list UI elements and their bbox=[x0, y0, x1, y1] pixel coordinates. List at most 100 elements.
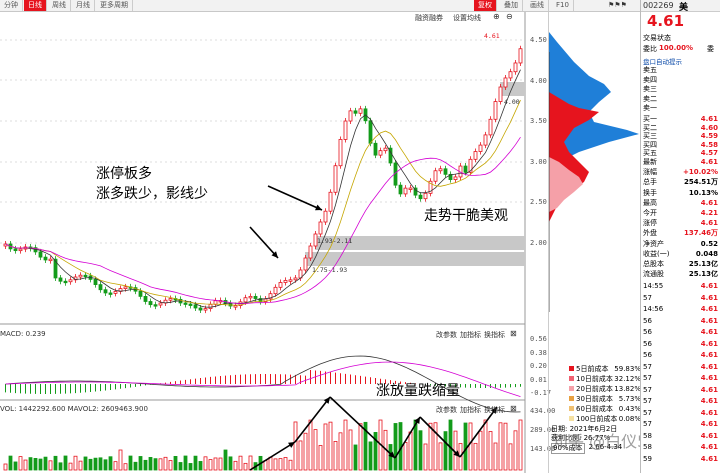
volume-bar bbox=[443, 431, 448, 471]
candle-body bbox=[453, 176, 458, 181]
plus-icon[interactable]: ⊕ bbox=[493, 12, 500, 21]
row-label: 买五 bbox=[643, 149, 657, 158]
candle-body bbox=[193, 304, 198, 309]
tick-row: 57 4.61 bbox=[641, 397, 720, 407]
candle-body bbox=[183, 302, 188, 305]
legend-value: 32.12% bbox=[614, 375, 641, 383]
tick-row: 59 4.61 bbox=[641, 455, 720, 465]
volume-bar bbox=[463, 422, 468, 471]
chip-cost-range: 2.66-4.34 bbox=[588, 443, 623, 451]
candle-body bbox=[388, 147, 393, 164]
legend-value: 59.83% bbox=[614, 365, 641, 373]
period-tab-1[interactable]: 日线 bbox=[24, 0, 47, 11]
volume-bar bbox=[218, 457, 223, 471]
macd-axis-tick: 0.01 bbox=[530, 375, 547, 384]
buys-row: 买二 4.60 bbox=[641, 124, 720, 134]
candle-body bbox=[233, 305, 238, 308]
buys-row: 买三 4.59 bbox=[641, 132, 720, 142]
ratio-label: 委比 bbox=[643, 45, 657, 53]
period-tab-0[interactable]: 分钟 bbox=[0, 0, 23, 11]
period-tab-4[interactable]: 更多周期 bbox=[96, 0, 133, 11]
tick-row: 56 4.61 bbox=[641, 340, 720, 350]
tool-tab-3[interactable]: F10 bbox=[552, 0, 574, 11]
volume-bar bbox=[3, 463, 8, 471]
period-tab-2[interactable]: 周线 bbox=[48, 0, 71, 11]
tick-time: 56 bbox=[643, 316, 652, 325]
macd-params-button[interactable]: 改参数 bbox=[436, 331, 457, 339]
annotation-rise-more: 涨多跌少，影线少 bbox=[96, 186, 208, 202]
stats-row: 最新 4.61 bbox=[641, 158, 720, 168]
row-value: 4.61 bbox=[700, 158, 718, 166]
volume-bar bbox=[333, 441, 338, 471]
row-value: 4.58 bbox=[700, 140, 718, 149]
stats-row: 收益(一) 0.048 bbox=[641, 250, 720, 260]
chip-profit: 获利比例: 26.77% bbox=[551, 434, 611, 442]
volume-bar bbox=[203, 456, 208, 471]
row-value: 4.61 bbox=[700, 219, 718, 228]
tick-time: 14:56 bbox=[643, 305, 664, 313]
kline-chart[interactable] bbox=[0, 12, 548, 473]
vol-close-icon[interactable]: ⊠ bbox=[510, 404, 517, 413]
tick-price: 4.61 bbox=[700, 282, 718, 290]
macd-switch-indicator-button[interactable]: 换指标 bbox=[484, 331, 505, 339]
vol-params-button[interactable]: 改参数 bbox=[436, 406, 457, 414]
row-value: 10.13% bbox=[688, 188, 718, 197]
candle-body bbox=[103, 289, 108, 294]
row-label: 买四 bbox=[643, 140, 657, 149]
macd-close-icon[interactable]: ⊠ bbox=[510, 329, 517, 338]
row-label: 总手 bbox=[643, 178, 657, 187]
legend-label: 10日前成本 bbox=[576, 375, 613, 383]
legend-value: 5.73% bbox=[618, 395, 641, 403]
annotation-volume: 涨放量跌缩量 bbox=[376, 383, 460, 399]
candle-body bbox=[403, 187, 408, 195]
volume-bar bbox=[418, 430, 423, 471]
volume-bar bbox=[63, 455, 68, 471]
row-value: +10.02% bbox=[682, 168, 718, 177]
tool-tab-0[interactable]: 复权 bbox=[474, 0, 497, 11]
row-value: 25.13亿 bbox=[688, 260, 718, 268]
arrow-rise-more bbox=[267, 185, 323, 211]
red-flag-icon[interactable]: ⚑⚑⚑ bbox=[608, 1, 627, 9]
kline-chart-area[interactable]: 融资融券 设置均线 ⊕ ⊖ 涨停板多 涨多跌少，影线少 走势干脆美观 涨放量跌缩… bbox=[0, 12, 555, 473]
candle-body bbox=[323, 210, 328, 223]
row-label: 涨停 bbox=[643, 219, 657, 228]
candle-body bbox=[373, 142, 378, 156]
stats-row: 今开 4.21 bbox=[641, 209, 720, 219]
arrow-vol-6-head bbox=[490, 407, 497, 414]
candle-body bbox=[198, 307, 203, 311]
book-alert-link[interactable]: 盘口自动提示 bbox=[643, 58, 682, 66]
row-value: 25.13亿 bbox=[688, 270, 718, 279]
price-axis-tick: 3.00 bbox=[530, 157, 547, 166]
tool-tab-2[interactable]: 画线 bbox=[526, 0, 549, 11]
row-label: 卖二 bbox=[643, 94, 657, 103]
macd-add-indicator-button[interactable]: 加指标 bbox=[460, 331, 481, 339]
set-ma-line-link[interactable]: 设置均线 bbox=[453, 14, 481, 22]
legend-swatch bbox=[569, 376, 574, 381]
margin-trading-link[interactable]: 融资融券 bbox=[415, 14, 443, 22]
candle-body bbox=[478, 144, 483, 152]
vol-add-indicator-button[interactable]: 加指标 bbox=[460, 406, 481, 414]
candle-body bbox=[438, 168, 443, 172]
volume-bar bbox=[518, 419, 523, 471]
volume-bar bbox=[223, 449, 228, 471]
tick-price: 4.61 bbox=[700, 351, 718, 359]
tool-tab-1[interactable]: 叠加 bbox=[500, 0, 523, 11]
tick-row: 14:56 4.61 bbox=[641, 305, 720, 315]
candle-body bbox=[518, 48, 523, 64]
candle-body bbox=[258, 298, 263, 303]
row-value: 0.52 bbox=[700, 239, 718, 248]
candle-body bbox=[253, 295, 258, 299]
volume-bar bbox=[98, 457, 103, 471]
vol-switch-indicator-button[interactable]: 换指标 bbox=[484, 406, 505, 414]
minus-icon[interactable]: ⊖ bbox=[506, 12, 513, 21]
volume-bar bbox=[173, 456, 178, 471]
chip-cost-select[interactable]: 90%成本 bbox=[551, 443, 585, 454]
volume-bar bbox=[323, 423, 328, 471]
chip-legend-item: 60日前成本 0.43% bbox=[569, 404, 641, 414]
price-level-label: 4.00 bbox=[504, 98, 520, 106]
period-tab-3[interactable]: 月线 bbox=[72, 0, 95, 11]
arrow-limit-up bbox=[249, 226, 279, 259]
volume-bar bbox=[313, 429, 318, 471]
arrow-limit-up-head bbox=[271, 251, 278, 258]
row-value: 4.61 bbox=[700, 115, 718, 123]
